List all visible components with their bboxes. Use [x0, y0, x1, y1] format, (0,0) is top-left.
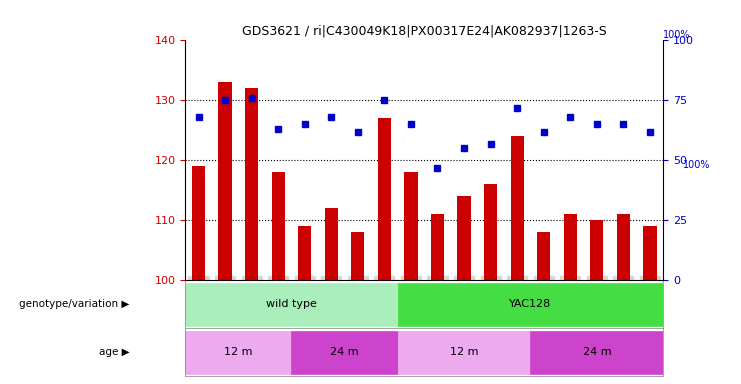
Text: 100%: 100% [663, 30, 691, 40]
Bar [245, 88, 259, 280]
Bar [398, 283, 663, 326]
Bar [351, 232, 365, 280]
Bar [185, 331, 291, 374]
Bar [219, 82, 232, 280]
Bar [378, 118, 391, 280]
Bar [398, 331, 531, 374]
Bar [431, 214, 444, 280]
Title: GDS3621 / ri|C430049K18|PX00317E24|AK082937|1263-S: GDS3621 / ri|C430049K18|PX00317E24|AK082… [242, 25, 607, 38]
Y-axis label: 100%: 100% [683, 161, 711, 170]
Text: 12 m: 12 m [224, 347, 253, 358]
Bar [271, 172, 285, 280]
Text: wild type: wild type [266, 299, 317, 310]
Bar [291, 331, 398, 374]
Bar [192, 166, 205, 280]
Bar [511, 136, 524, 280]
Bar [405, 172, 418, 280]
Text: genotype/variation ▶: genotype/variation ▶ [19, 299, 130, 310]
Text: 24 m: 24 m [330, 347, 359, 358]
Bar [537, 232, 551, 280]
Bar [531, 331, 663, 374]
Text: YAC128: YAC128 [509, 299, 551, 310]
Bar [617, 214, 630, 280]
Bar [185, 283, 398, 326]
Text: 24 m: 24 m [582, 347, 611, 358]
Bar [325, 208, 338, 280]
Text: 12 m: 12 m [450, 347, 478, 358]
Bar [590, 220, 603, 280]
Bar [564, 214, 577, 280]
Bar [484, 184, 497, 280]
Bar [298, 226, 311, 280]
Bar [457, 196, 471, 280]
Text: age ▶: age ▶ [99, 347, 130, 358]
Bar [643, 226, 657, 280]
